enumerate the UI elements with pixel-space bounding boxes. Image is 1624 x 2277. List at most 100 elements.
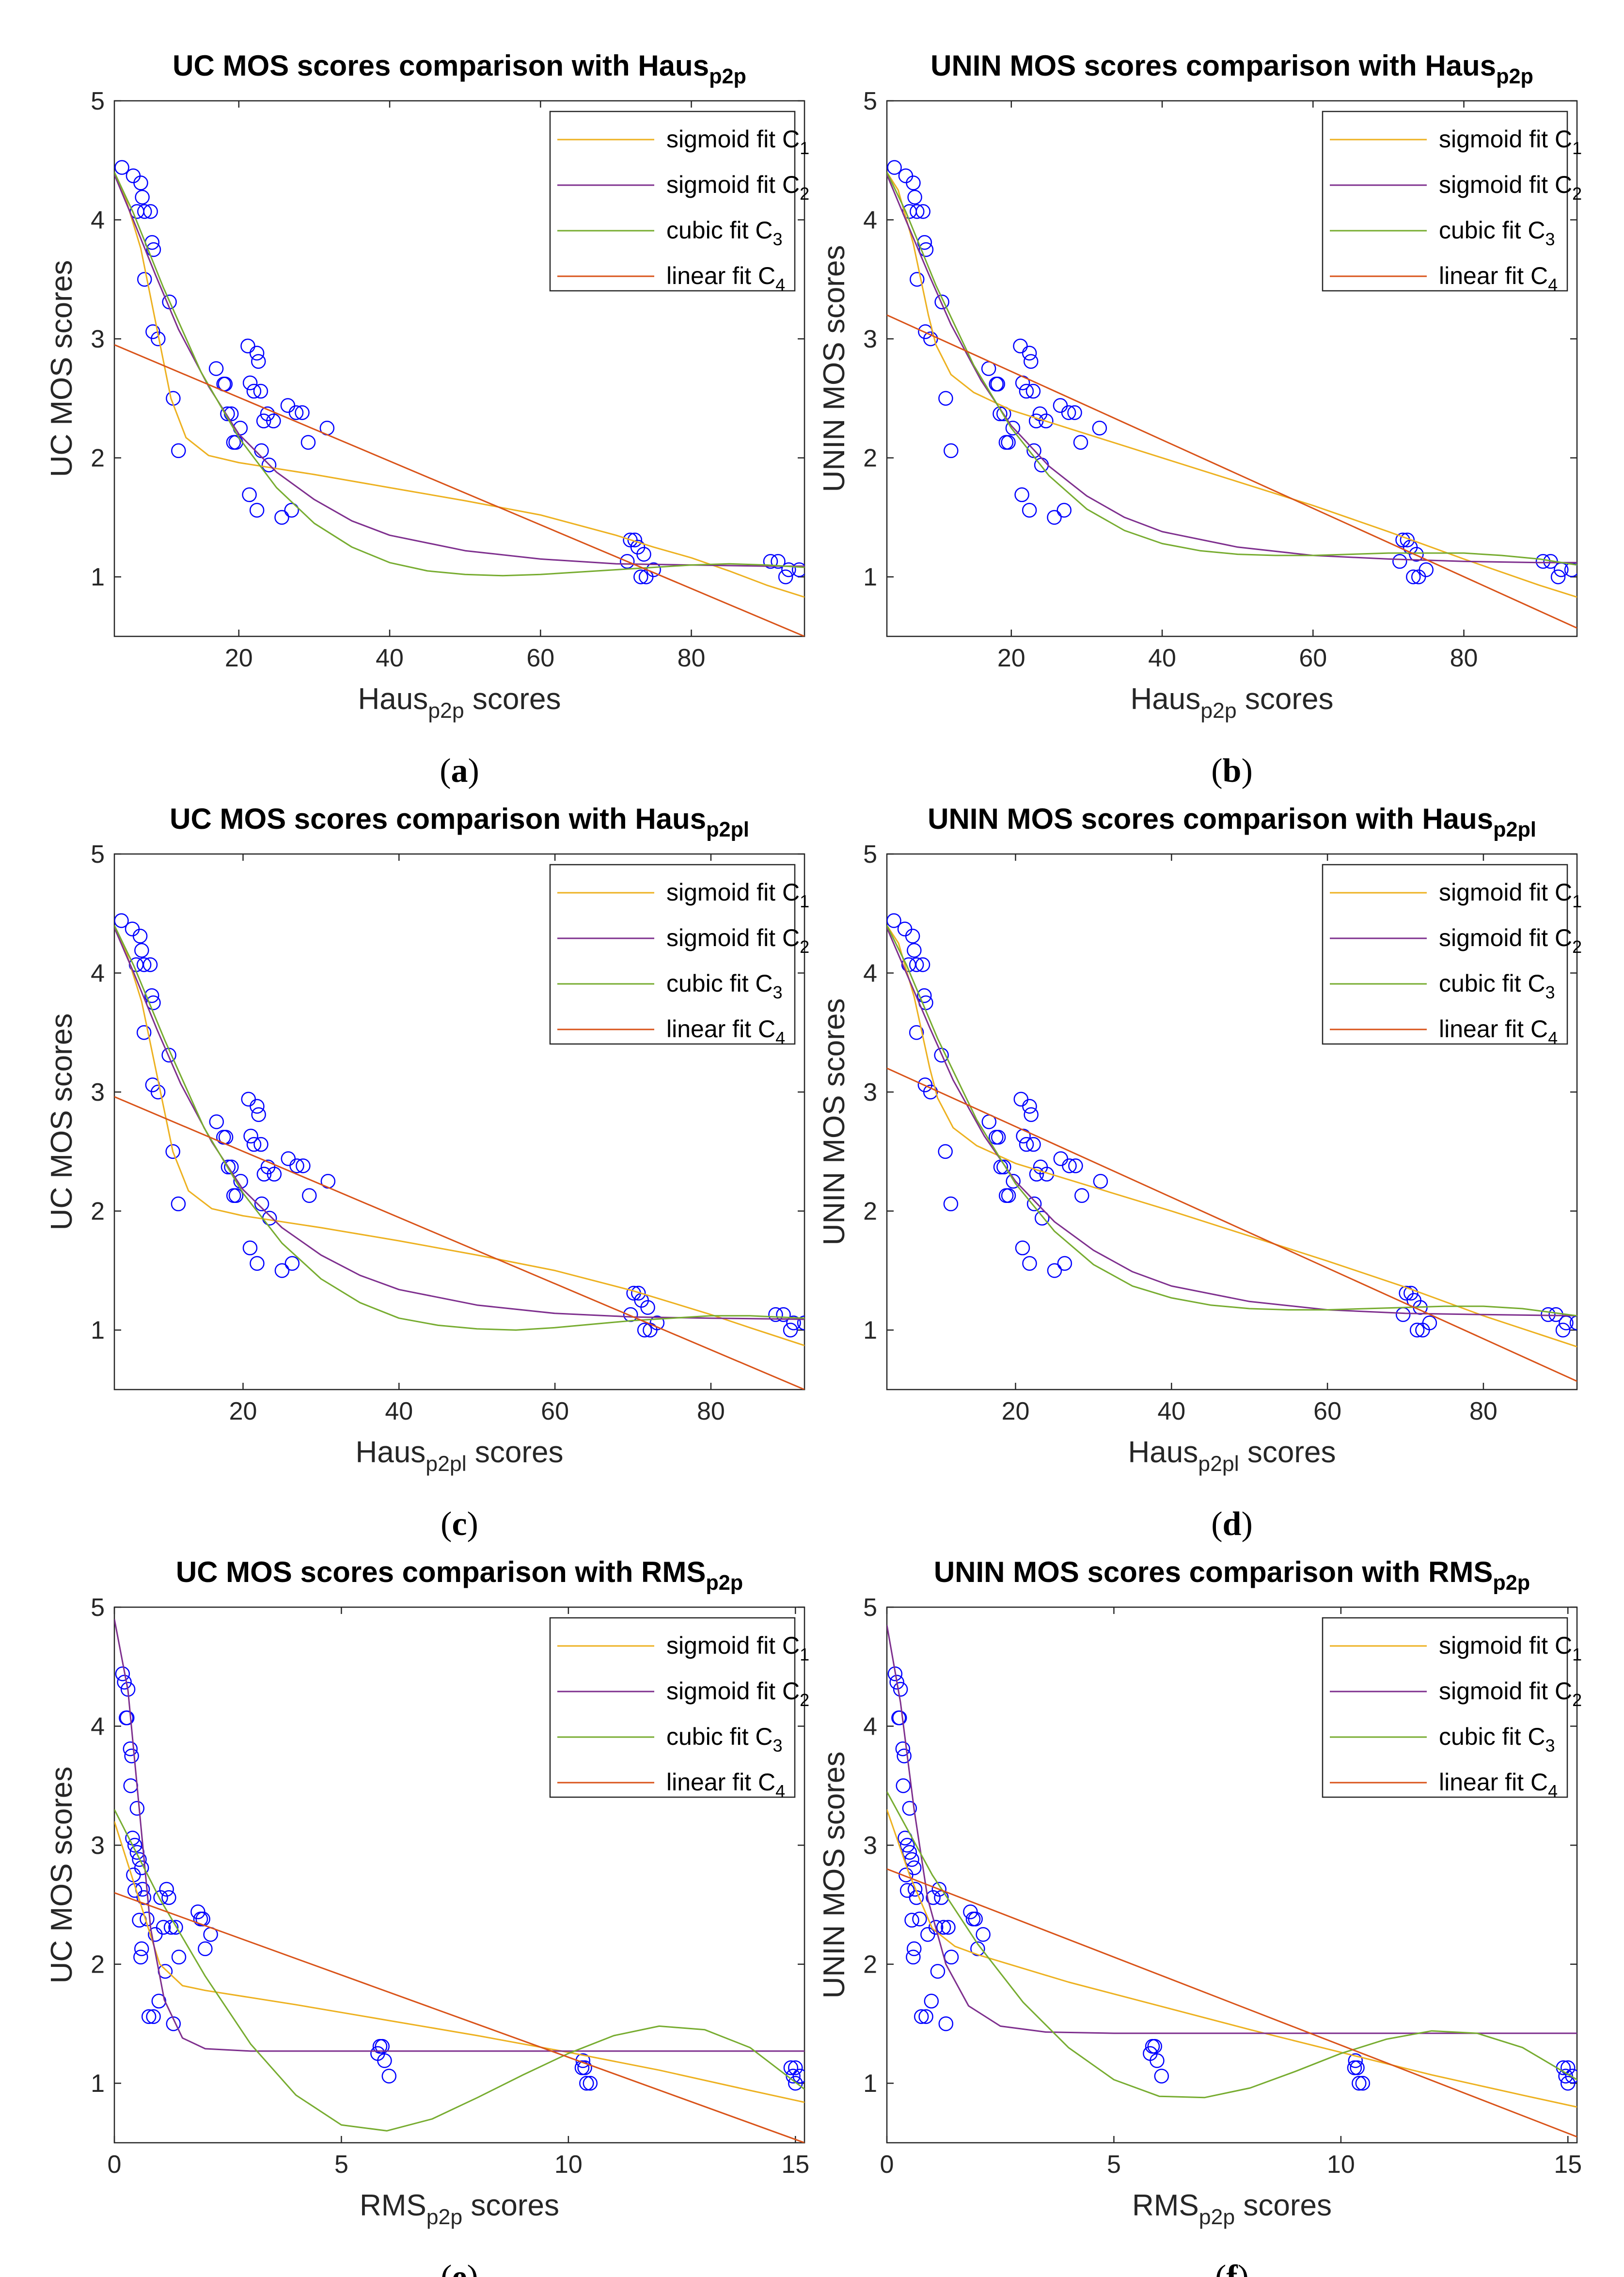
data-point (1022, 346, 1037, 361)
data-point (1062, 1158, 1077, 1173)
data-point (165, 1144, 180, 1159)
data-point (1550, 569, 1566, 585)
data-point (637, 1322, 652, 1338)
data-point (797, 1315, 804, 1330)
data-point (791, 562, 804, 577)
y-tick-label: 4 (863, 1713, 877, 1741)
data-point (171, 443, 186, 459)
chart-title: UNIN MOS scores comparison with RMSp2p (934, 1556, 1530, 1595)
x-axis-label: Hausp2pl scores (356, 1436, 564, 1476)
y-axis-label: UNIN MOS scores (818, 998, 851, 1246)
data-point (918, 2009, 933, 2024)
data-point (788, 2075, 803, 2091)
data-point (1024, 354, 1039, 369)
data-point (902, 1845, 917, 1860)
data-point (288, 405, 304, 420)
data-point (153, 1890, 168, 1905)
x-tick-label: 10 (1327, 2150, 1355, 2179)
data-point (127, 1837, 142, 1853)
data-point (129, 1801, 145, 1816)
y-tick-label: 2 (863, 444, 877, 473)
x-tick-label: 40 (1148, 644, 1176, 672)
x-tick-label: 20 (1002, 1397, 1030, 1425)
legend-box (1322, 1617, 1568, 1798)
y-tick-label: 2 (91, 444, 105, 473)
data-point (242, 1240, 258, 1256)
data-point (141, 2009, 157, 2024)
data-point (253, 383, 268, 399)
x-tick-label: 20 (225, 644, 253, 672)
chart-title: UNIN MOS scores comparison with Hausp2p (930, 49, 1533, 88)
data-point (250, 1256, 265, 1271)
data-point (887, 913, 901, 928)
data-point (649, 1315, 665, 1330)
legend-box (549, 1617, 796, 1798)
data-point (1019, 383, 1034, 399)
y-tick-label: 2 (863, 1198, 877, 1226)
chart-title: UC MOS scores comparison with RMSp2p (176, 1556, 743, 1595)
chart-panel-f: 0 5 10 15 1 2 3 4 5 sigmoid fit C1 sigmoid fit C2 c… (818, 1556, 1582, 2277)
data-point (970, 1941, 985, 1956)
curve-cubic-c3 (114, 172, 804, 577)
fit-curves (887, 1625, 1577, 2138)
data-point (136, 1025, 152, 1040)
data-point (132, 1852, 147, 1867)
data-point (993, 406, 1008, 422)
data-point (249, 346, 265, 361)
data-point (1400, 532, 1415, 548)
x-tick-label: 5 (1107, 2150, 1121, 2179)
x-axis-label: RMSp2p scores (360, 2189, 559, 2229)
data-point (896, 1778, 911, 1793)
data-point (1047, 1263, 1062, 1278)
data-point (1409, 1322, 1425, 1338)
legend-label-linear-c4: linear fit C4 (666, 262, 785, 295)
y-tick-label: 1 (91, 1316, 105, 1344)
data-point (220, 406, 235, 422)
data-point (1057, 1256, 1072, 1271)
subfigure-caption: (b) (1211, 752, 1253, 790)
data-point (899, 1867, 914, 1882)
x-tick-label: 10 (554, 2150, 583, 2179)
y-tick-label: 4 (863, 206, 877, 235)
legend-label-sigmoid-c1: sigmoid fit C1 (666, 126, 809, 158)
chart-title: UNIN MOS scores comparison with Hausp2pl (928, 803, 1536, 841)
data-point (909, 957, 924, 972)
x-tick-label: 0 (880, 2150, 894, 2179)
data-point (146, 2009, 161, 2024)
curve-sigmoid-c1 (114, 927, 804, 1346)
legend: sigmoid fit C1 sigmoid fit C2 cubic fit C3… (549, 111, 809, 295)
data-point (1006, 1174, 1021, 1189)
y-tick-label: 2 (863, 1951, 877, 1979)
data-point (1022, 1256, 1037, 1271)
curve-sigmoid-c1 (887, 925, 1577, 1348)
data-point (159, 1882, 174, 1897)
legend-label-cubic-c3: cubic fit C3 (666, 1723, 783, 1755)
data-point (1147, 2039, 1162, 2054)
data-point (996, 1159, 1011, 1175)
data-point (133, 1949, 148, 1965)
data-point (941, 1920, 956, 1935)
data-point (905, 929, 920, 944)
legend-label-cubic-c3: cubic fit C3 (666, 217, 783, 249)
curve-sigmoid-c2 (887, 927, 1577, 1317)
data-point (781, 562, 796, 577)
legend-box (549, 111, 796, 292)
data-points (115, 1666, 804, 2091)
y-tick-label: 2 (91, 1198, 105, 1226)
data-point (899, 1837, 915, 1853)
data-point (1056, 503, 1072, 518)
data-point (934, 294, 949, 310)
curve-linear-c4 (887, 314, 1577, 629)
data-point (137, 272, 152, 287)
data-point (783, 1322, 798, 1338)
legend-label-cubic-c3: cubic fit C3 (1439, 970, 1555, 1002)
data-point (296, 1158, 311, 1173)
data-point (1022, 1099, 1037, 1114)
data-point (1558, 2069, 1573, 2084)
data-point (1154, 2069, 1169, 2084)
data-point (909, 1025, 924, 1040)
data-point (284, 1256, 300, 1271)
legend-label-cubic-c3: cubic fit C3 (1439, 1723, 1555, 1755)
